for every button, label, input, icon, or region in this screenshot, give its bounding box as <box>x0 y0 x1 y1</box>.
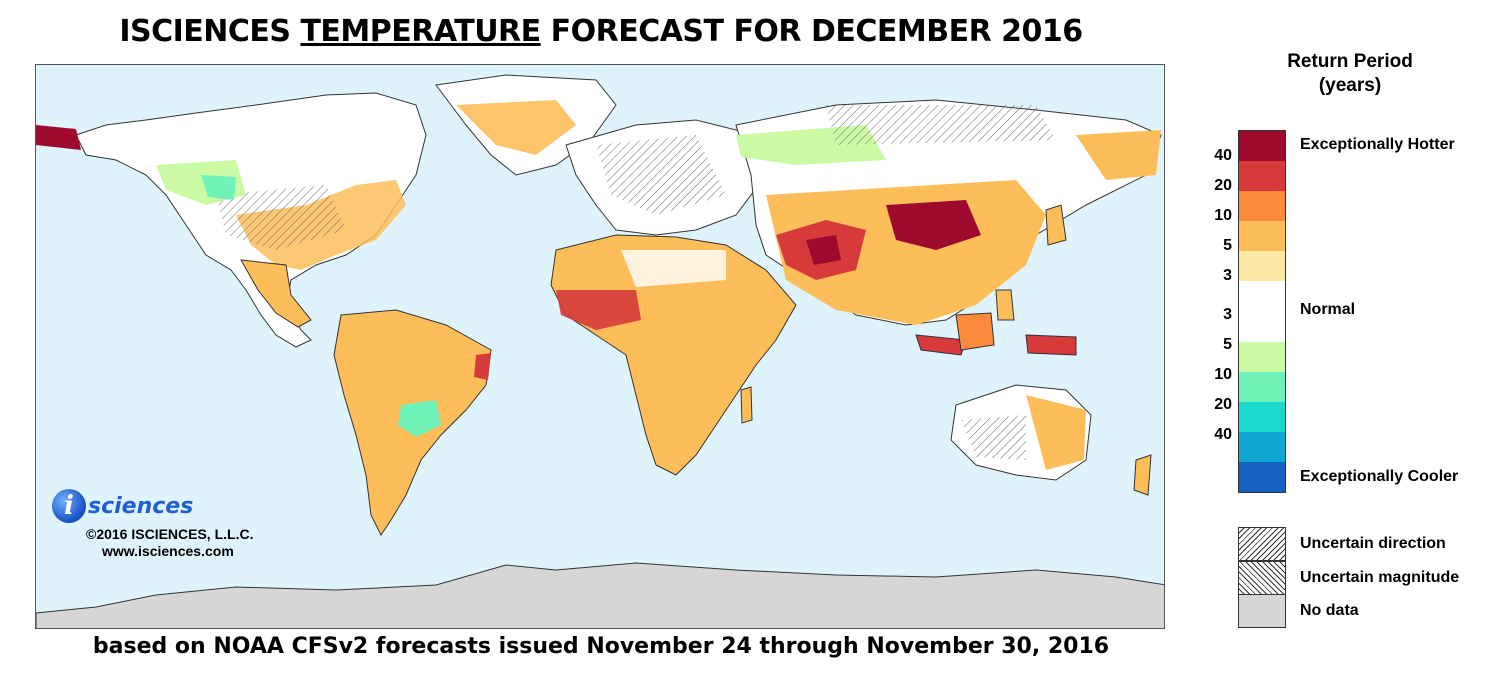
legend-color-swatch <box>1239 401 1285 432</box>
forecast-source-note: based on NOAA CFSv2 forecasts issued Nov… <box>92 634 1110 659</box>
legend-color-swatch <box>1239 281 1285 312</box>
legend-title-line2: (years) <box>1318 75 1382 96</box>
legend-color-swatch <box>1239 431 1285 462</box>
madagascar <box>740 386 753 424</box>
legend-label-cooler: Exceptionally Cooler <box>1300 468 1459 485</box>
legend-color-swatch <box>1239 371 1285 402</box>
legend-label-no-data: No data <box>1300 602 1359 619</box>
indonesia-west <box>915 334 967 356</box>
africa-hot-west <box>556 290 641 330</box>
legend-colorbar <box>1238 130 1286 493</box>
northeast-asia-warm <box>1076 130 1161 180</box>
japan <box>1045 204 1067 246</box>
legend-color-swatch <box>1239 461 1285 492</box>
legend-tick-label: 10 <box>1214 206 1232 224</box>
asia-exceptional-hot <box>886 200 981 250</box>
map-title: ISCIENCES TEMPERATURE FORECAST FOR DECEM… <box>36 14 1166 49</box>
philippines <box>995 289 1015 321</box>
legend-color-swatch <box>1239 161 1285 192</box>
title-emphasis: TEMPERATURE <box>300 14 541 49</box>
legend-color-swatch <box>1239 341 1285 372</box>
africa-white <box>621 250 726 287</box>
australia-hatch <box>961 415 1026 460</box>
legend-label-uncertain-magnitude: Uncertain magnitude <box>1300 569 1460 586</box>
legend-color-swatch <box>1239 191 1285 222</box>
website-url: www.isciences.com <box>102 543 234 559</box>
legend-label-normal: Normal <box>1300 301 1356 318</box>
legend-tick-label: 40 <box>1214 426 1232 444</box>
logo-i-badge: i <box>52 489 86 523</box>
legend-tick-label: 3 <box>1223 266 1232 284</box>
title-suffix: FORECAST FOR DECEMBER 2016 <box>540 14 1084 49</box>
logo-wordmark: sciences <box>88 493 194 519</box>
legend-tick-label: 20 <box>1214 396 1232 414</box>
isciences-logo-block: i sciences ©2016 ISCIENCES, L.L.C. www.i… <box>52 486 292 559</box>
legend-color-swatch <box>1239 311 1285 342</box>
legend-no-data-swatch <box>1238 594 1286 628</box>
europe-hatch <box>596 135 726 215</box>
world-map <box>35 64 1165 629</box>
legend-tick-label: 40 <box>1214 146 1232 164</box>
legend-title: Return Period (years) <box>1270 50 1430 98</box>
new-guinea <box>1025 334 1077 356</box>
north-america-hatch <box>216 185 346 250</box>
south-america-cool <box>398 400 441 437</box>
legend-tick-label: 3 <box>1223 306 1232 323</box>
isciences-logo: i sciences <box>52 486 292 526</box>
copyright-text: ©2016 ISCIENCES, L.L.C. <box>86 526 254 542</box>
brazil-hot <box>474 353 491 380</box>
asia-warm <box>766 180 1046 325</box>
legend-uncertain-direction-swatch <box>1238 527 1286 561</box>
greenland-warm <box>456 100 576 155</box>
mexico <box>240 259 312 328</box>
legend-uncertain-magnitude-swatch <box>1238 561 1286 595</box>
legend-color-swatch <box>1239 221 1285 252</box>
legend-tick-label: 20 <box>1214 176 1232 194</box>
legend-tick-label: 10 <box>1214 366 1232 384</box>
title-prefix: ISCIENCES <box>119 14 301 49</box>
legend-label-hotter: Exceptionally Hotter <box>1300 136 1455 153</box>
legend-label-uncertain-direction: Uncertain direction <box>1300 535 1446 552</box>
borneo <box>955 312 995 351</box>
arctic-hatch <box>826 105 1056 145</box>
legend-color-swatch <box>1239 131 1285 162</box>
antarctica <box>36 562 1164 628</box>
canada-cool-2 <box>201 175 236 200</box>
legend-color-swatch <box>1239 251 1285 282</box>
australia-warm <box>1026 395 1086 470</box>
legend-tick-label: 5 <box>1223 236 1232 254</box>
alaska-hot <box>36 125 81 150</box>
new-zealand <box>1133 454 1152 496</box>
legend-tick-label: 5 <box>1223 336 1232 354</box>
pakistan-exceptional-hot <box>806 235 841 265</box>
legend-title-line1: Return Period <box>1287 51 1413 72</box>
